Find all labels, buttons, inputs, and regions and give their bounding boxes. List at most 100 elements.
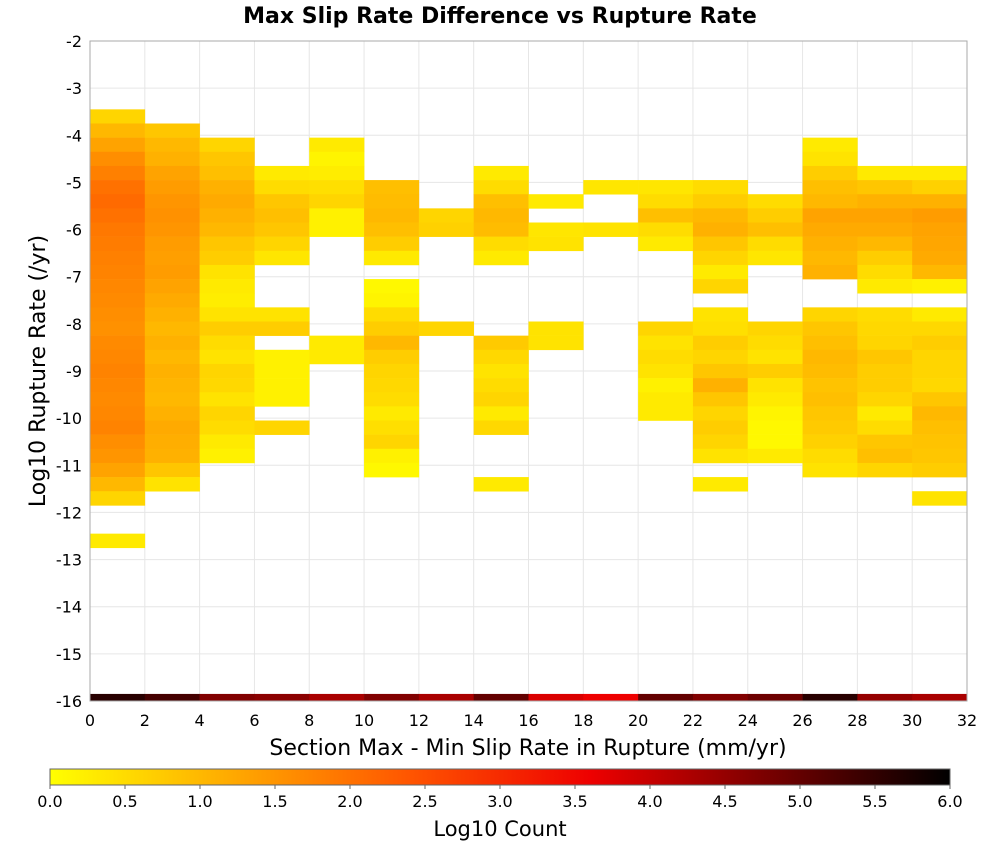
heatmap-cell [90,349,146,365]
heatmap-cell [912,165,968,181]
heatmap-cell [144,250,200,266]
heatmap-cell [638,693,694,701]
heatmap-cell [638,236,694,252]
heatmap-cell [912,406,968,421]
heatmap-cell [802,462,858,478]
heatmap-cell [364,434,420,450]
heatmap-cell [857,462,913,478]
chart-title: Max Slip Rate Difference vs Rupture Rate [243,4,757,29]
y-tick-label: -15 [56,645,82,664]
heatmap-cell [364,349,420,365]
heatmap-cell [802,165,858,181]
heatmap-cell [747,420,803,435]
heatmap-cell [857,420,913,435]
heatmap-cell [747,363,803,379]
heatmap-cell [199,151,255,167]
heatmap-cell [418,208,474,223]
heatmap-cell [747,194,803,209]
colorbar-tick-labels: 0.0 0.5 1.0 1.5 2.0 2.5 3.0 3.5 4.0 4.5 5.0 5.5 6.0 [37,785,963,811]
heatmap-cell [857,264,913,280]
heatmap-cell [857,406,913,421]
y-tick-label: -5 [66,173,82,192]
heatmap-cell [254,392,310,407]
y-tick-label: -4 [66,126,82,145]
heatmap-cell [144,693,200,701]
heatmap-cell [802,222,858,237]
heatmap-cell [199,236,255,252]
heatmap-cell [309,180,365,195]
colorbar-tick-label: 5.5 [862,792,887,811]
heatmap-cell [199,434,255,450]
heatmap-cell [309,349,365,365]
x-tick-label: 30 [902,711,922,730]
heatmap-cell [199,406,255,421]
heatmap-cell [747,321,803,336]
heatmap-cell [583,180,639,195]
heatmap-cell [747,406,803,421]
heatmap-cell [638,335,694,351]
heatmap-cell [473,349,529,365]
heatmap-cell [364,392,420,407]
y-tick-label: -13 [56,551,82,570]
plot-frame [89,40,968,702]
heatmap-cell [747,208,803,223]
heatmap-cell [144,477,200,492]
heatmap-cell [254,180,310,195]
heatmap-cell [857,434,913,450]
heatmap-cell [802,392,858,407]
heatmap-cell [692,420,749,435]
heatmap-cell [144,363,200,379]
heatmap-cell [364,321,420,336]
heatmap-cell [254,194,310,209]
x-tick-label: 12 [409,711,429,730]
heatmap-cell [528,236,584,252]
heatmap-cell [802,236,858,252]
heatmap-cell [90,208,146,223]
heatmap-cell [90,151,146,167]
heatmap-cell [90,491,146,506]
colorbar [49,768,951,786]
y-tick-label: -14 [56,598,82,617]
heatmap-cell [254,208,310,223]
heatmap-cell [90,693,146,701]
heatmap-cell [144,349,200,365]
heatmap-cell [583,222,639,237]
heatmap-cell [90,307,146,322]
heatmap-cell [254,165,310,181]
heatmap-cell [857,349,913,365]
heatmap-cell [144,307,200,322]
heatmap-cell [144,151,200,167]
heatmap-cell [857,165,913,181]
heatmap-cell [638,349,694,365]
y-tick-label: -12 [56,503,82,522]
heatmap-cell [309,693,365,701]
heatmap-cell [747,222,803,237]
heatmap-cell [199,208,255,223]
heatmap-cell [747,378,803,393]
heatmap-cell [199,293,255,308]
heatmap-cell [473,420,529,435]
heatmap-cell [638,222,694,237]
heatmap-cell [802,349,858,365]
heatmap-cell [747,434,803,450]
heatmap-cell [309,137,365,153]
heatmap-cell [254,250,310,266]
x-tick-label: 2 [140,711,150,730]
heatmap-cell [90,434,146,450]
x-tick-label: 32 [957,711,977,730]
colorbar-tick-label: 4.5 [712,792,737,811]
heatmap-cell [473,406,529,421]
heatmap-cell [528,335,584,351]
heatmap-cell [802,448,858,464]
heatmap-cell [144,293,200,308]
heatmap-cell [364,335,420,351]
heatmap-cell [364,378,420,393]
heatmap-cell [912,194,968,209]
heatmap-cell [364,406,420,421]
x-tick-label: 8 [304,711,314,730]
heatmap-cell [364,462,420,478]
x-tick-label: 26 [792,711,812,730]
heatmap-cell [199,693,255,701]
heatmap-cell [912,448,968,464]
heatmap-cell [912,335,968,351]
